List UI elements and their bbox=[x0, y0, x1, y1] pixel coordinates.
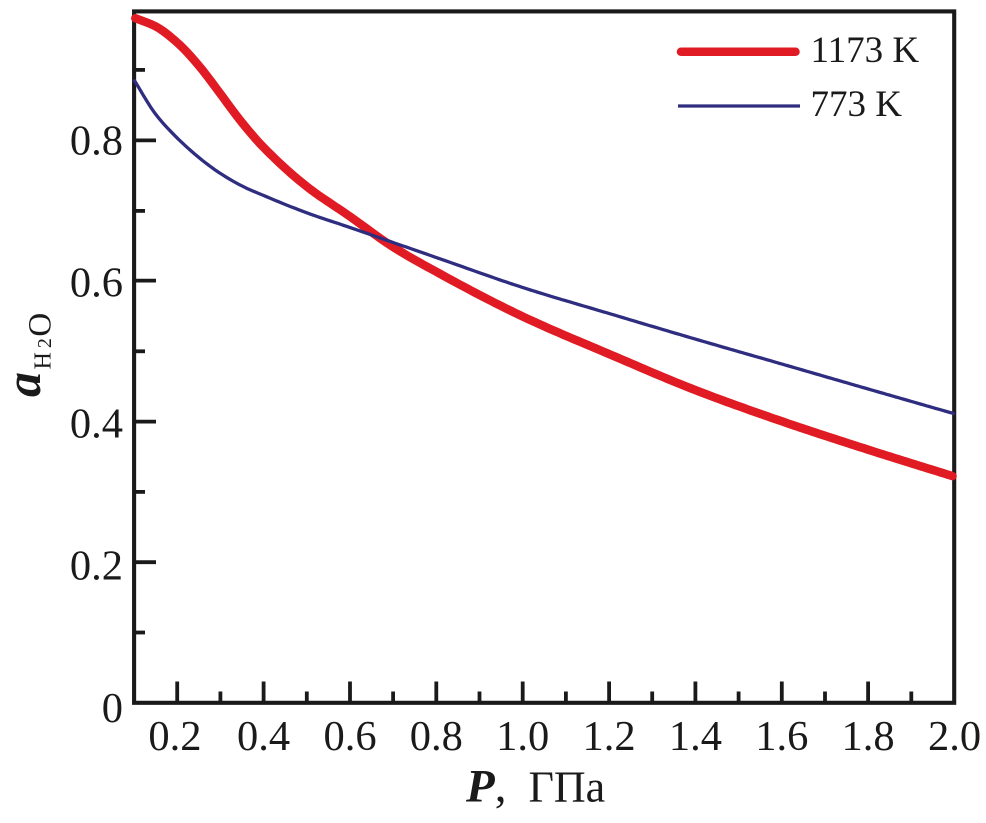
svg-text:P, ГПа: P, ГПа bbox=[465, 760, 605, 812]
svg-text:0.8: 0.8 bbox=[70, 118, 123, 165]
svg-text:1.2: 1.2 bbox=[583, 713, 636, 760]
svg-text:1.4: 1.4 bbox=[669, 713, 722, 760]
svg-text:1173 K: 1173 K bbox=[811, 30, 920, 71]
svg-text:1.6: 1.6 bbox=[755, 713, 808, 760]
svg-text:0.6: 0.6 bbox=[70, 259, 123, 306]
svg-text:0.8: 0.8 bbox=[410, 713, 463, 760]
svg-text:0.2: 0.2 bbox=[70, 543, 123, 590]
svg-text:0: 0 bbox=[102, 685, 123, 732]
svg-text:1.0: 1.0 bbox=[496, 713, 549, 760]
svg-text:aH2O: aH2O bbox=[0, 313, 59, 397]
svg-text:0.2: 0.2 bbox=[148, 713, 201, 760]
svg-text:0.4: 0.4 bbox=[237, 713, 290, 760]
svg-text:0.4: 0.4 bbox=[70, 400, 123, 447]
svg-text:0.6: 0.6 bbox=[323, 713, 376, 760]
svg-text:1.8: 1.8 bbox=[842, 713, 895, 760]
svg-text:773 K: 773 K bbox=[811, 84, 903, 125]
svg-text:2.0: 2.0 bbox=[928, 713, 981, 760]
